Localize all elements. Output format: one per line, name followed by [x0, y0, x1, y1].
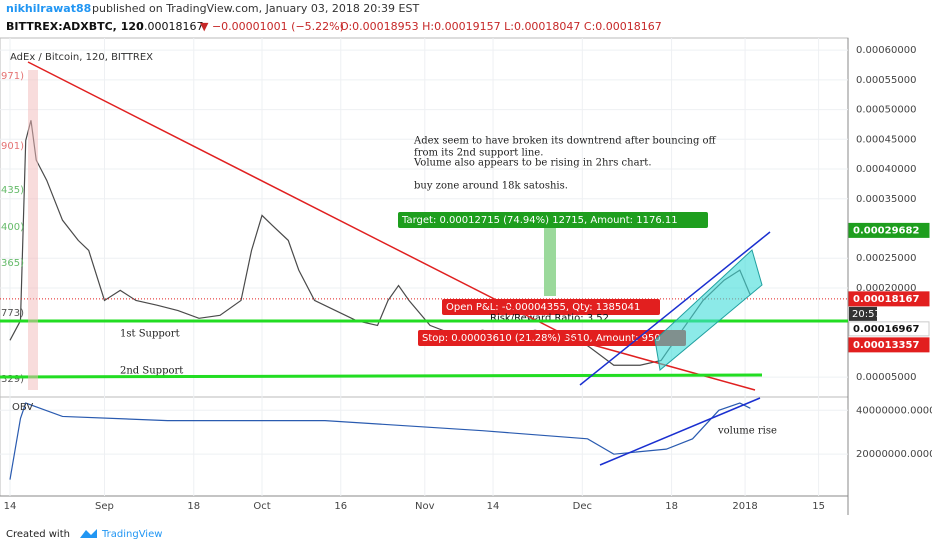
side-label: 400) — [1, 222, 24, 233]
note: Adex seem to have broken its downtrend a… — [413, 136, 717, 147]
y-tick-label: 0.00020000 — [856, 283, 916, 294]
pane-title: OBV — [12, 402, 33, 413]
price-badge-label: 0.00018167 — [853, 294, 919, 305]
label-box — [398, 212, 708, 228]
highlight — [28, 70, 38, 390]
published: published on TradingView.com, January 03… — [92, 2, 419, 15]
time-badge-label: 20:57 — [852, 309, 881, 320]
price-badge — [848, 337, 930, 353]
y-tick-label: 0.00035000 — [856, 194, 916, 205]
label-text: Open P&L: -0.00004355, Qty: 1385041 — [446, 302, 640, 313]
x-tick-label: 14 — [487, 501, 500, 512]
y-tick-label: 20000000.0000 — [856, 449, 932, 460]
y-tick-label: 0.00005000 — [856, 372, 916, 383]
price-badge-label: 0.00029682 — [853, 225, 919, 236]
label-box — [418, 330, 686, 346]
footer-created: Created with — [6, 529, 70, 540]
y-tick-label: 40000000.0000 — [856, 405, 932, 416]
x-tick-label: 18 — [665, 501, 678, 512]
last-price: 0.00018167 — [137, 20, 203, 33]
drawings — [0, 61, 848, 466]
price-line — [9, 402, 751, 480]
note: buy zone around 18k satoshis. — [414, 181, 568, 192]
ohlc: O:0.00018953 H:0.00019157 L:0.00018047 C… — [340, 20, 662, 33]
symbol: BITTREX:ADXBTC, 120 — [6, 20, 144, 33]
change: ▼ −0.00001001 (−5.22%) — [200, 20, 344, 33]
time-badge — [849, 306, 877, 321]
trend-arrow — [579, 231, 771, 386]
side-label: 365) — [1, 258, 24, 269]
support-line — [0, 373, 763, 379]
price-badge — [848, 321, 930, 337]
price-badge — [848, 222, 930, 238]
y-tick-label: 0.00055000 — [856, 75, 916, 86]
y-tick-label: 0.00050000 — [856, 105, 916, 116]
x-tick-label: 16 — [334, 501, 347, 512]
x-tick-label: 15 — [812, 501, 825, 512]
note: Volume also appears to be rising in 2hrs… — [413, 158, 652, 169]
side-label: 435) — [1, 185, 24, 196]
side-label: 773) — [1, 308, 24, 319]
label-text: Risk/Reward Ratio: 3.52 — [490, 313, 609, 324]
user[interactable]: nikhilrawat88 — [6, 2, 91, 15]
x-tick-label: 2018 — [732, 501, 757, 512]
y-tick-label: 0.00040000 — [856, 164, 916, 175]
label-text: Target: 0.00012715 (74.94%) 12715, Amoun… — [401, 215, 678, 226]
support-label: 2nd Support — [120, 366, 183, 377]
channel — [654, 249, 763, 371]
x-tick-label: Sep — [95, 501, 114, 512]
y-tick-label: 0.00025000 — [856, 253, 916, 264]
x-tick-label: Dec — [573, 501, 592, 512]
label-box — [442, 299, 660, 315]
side-label: 971) — [1, 71, 24, 82]
chart-title: AdEx / Bitcoin, 120, BITTREX — [10, 52, 153, 63]
x-tick-label: 14 — [4, 501, 17, 512]
y-tick-label: 0.00060000 — [856, 45, 916, 56]
x-tick-label: 18 — [187, 501, 200, 512]
x-tick-label: Oct — [253, 501, 270, 512]
y-tick-label: 0.00045000 — [856, 134, 916, 145]
side-label: 901) — [1, 141, 24, 152]
side-label: 329) — [1, 374, 24, 385]
logo — [80, 529, 97, 538]
price-badge-label: 0.00016967 — [853, 324, 919, 335]
support-label: 1st Support — [120, 329, 180, 340]
downtrend-line — [27, 61, 576, 341]
volume-arrow — [599, 397, 761, 466]
target-zone — [544, 228, 556, 296]
footer-brand: TradingView — [101, 529, 162, 540]
annotation: volume rise — [717, 426, 777, 437]
note: from its 2nd support line. — [414, 148, 543, 159]
x-tick-label: Nov — [415, 501, 435, 512]
price-badge-label: 0.00013357 — [853, 340, 919, 351]
price-badge — [848, 291, 930, 307]
label-text: Stop: 0.00003610 (21.28%) 3610, Amount: … — [422, 333, 661, 344]
